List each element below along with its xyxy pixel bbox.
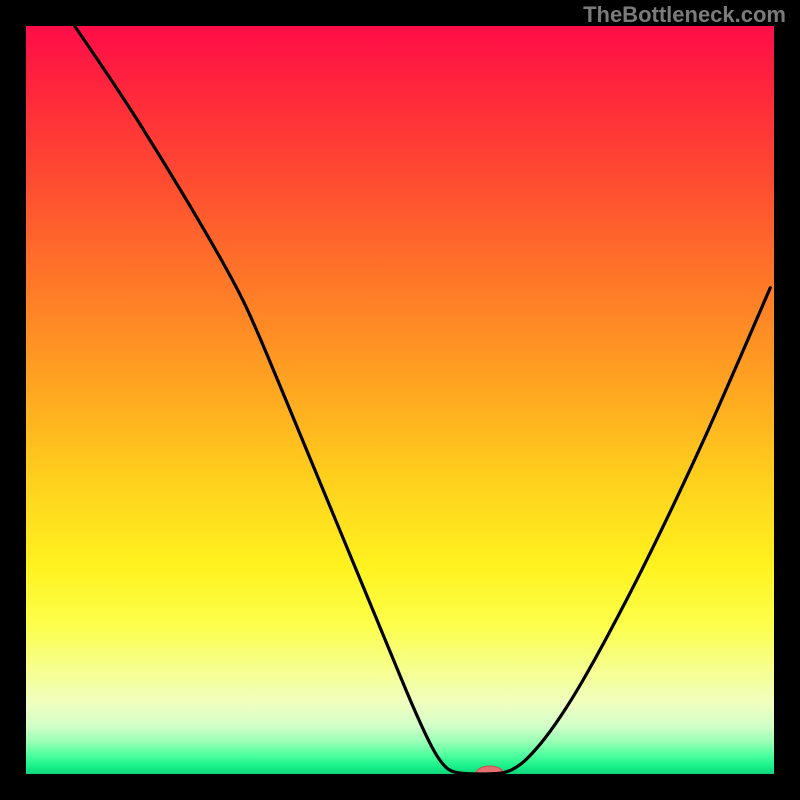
chart-frame: TheBottleneck.com	[0, 0, 800, 800]
chart-background	[26, 26, 774, 774]
bottleneck-chart	[0, 0, 800, 800]
watermark-text: TheBottleneck.com	[583, 2, 786, 28]
